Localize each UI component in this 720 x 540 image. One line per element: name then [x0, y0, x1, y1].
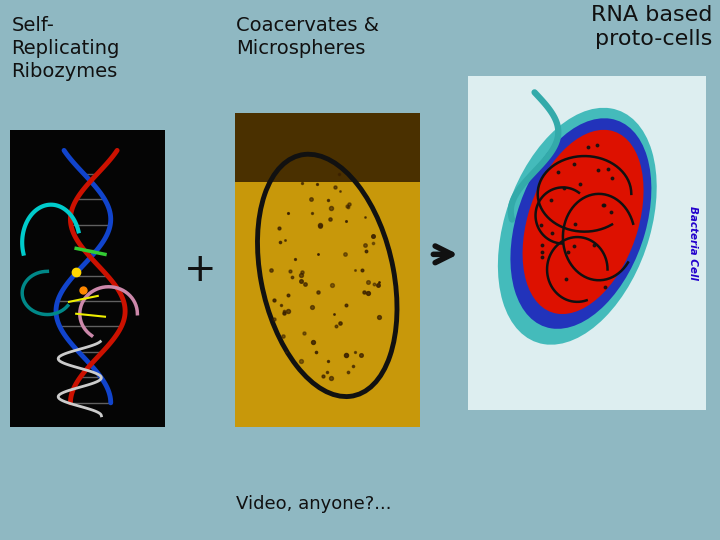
Bar — [468, 76, 706, 410]
Text: Bacteria Cell: Bacteria Cell — [688, 206, 698, 280]
FancyArrowPatch shape — [433, 246, 452, 262]
Ellipse shape — [498, 108, 657, 345]
Bar — [235, 113, 420, 427]
Ellipse shape — [523, 130, 644, 314]
Ellipse shape — [510, 118, 652, 329]
Text: Coacervates &
Microspheres: Coacervates & Microspheres — [236, 16, 379, 58]
Bar — [235, 113, 420, 183]
Text: +: + — [184, 251, 217, 289]
Text: Self-
Replicating
Ribozymes: Self- Replicating Ribozymes — [12, 16, 120, 80]
Text: RNA based
proto-cells: RNA based proto-cells — [591, 5, 713, 49]
Bar — [10, 130, 165, 427]
Text: Video, anyone?...: Video, anyone?... — [236, 495, 392, 513]
